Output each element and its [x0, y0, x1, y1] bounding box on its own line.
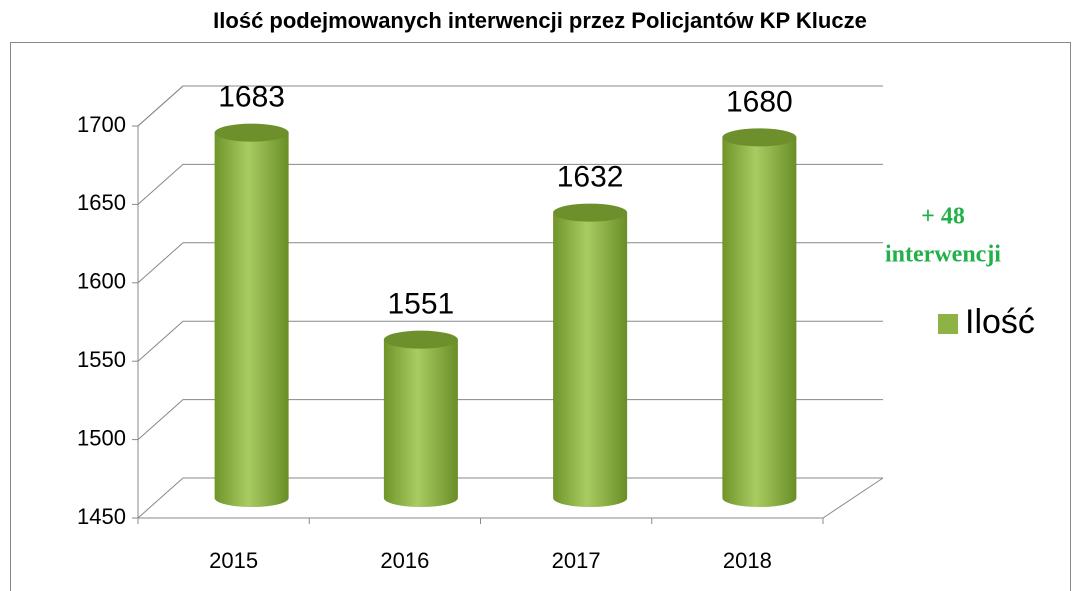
x-tick-label: 2015: [209, 548, 258, 573]
bar: [553, 212, 628, 507]
x-tick-label: 2018: [723, 548, 772, 573]
legend-label: Ilość: [965, 303, 1035, 341]
legend-swatch: [938, 314, 958, 334]
grid-line: [137, 242, 883, 284]
x-tick-label: 2017: [552, 548, 601, 573]
x-tick-label: 2016: [380, 548, 429, 573]
y-tick-label: 1600: [77, 269, 126, 294]
grid-line: [137, 85, 883, 127]
floor-right: [822, 477, 884, 519]
y-tick-label: 1650: [77, 190, 126, 215]
grid-line: [137, 477, 883, 519]
data-label: 1683: [218, 81, 285, 114]
annotation: + 48: [921, 204, 965, 230]
y-tick-label: 1700: [77, 112, 126, 137]
grid-line: [137, 320, 883, 362]
bar-top: [553, 203, 628, 222]
data-label: 1632: [557, 161, 624, 194]
bar: [214, 132, 289, 507]
chart-frame: [10, 42, 1071, 591]
bar: [722, 137, 797, 508]
chart-title: Ilość podejmowanych interwencji przez Po…: [213, 8, 867, 33]
grid-line: [137, 163, 883, 205]
bar-top: [722, 128, 797, 147]
grid-line: [137, 399, 883, 440]
bar: [383, 339, 458, 507]
annotation: interwencji: [885, 242, 1001, 268]
data-label: 1680: [726, 85, 793, 118]
bar-top: [214, 123, 289, 142]
y-tick-label: 1450: [77, 504, 126, 529]
y-tick-label: 1550: [77, 347, 126, 372]
bar-top: [383, 330, 458, 349]
y-tick-label: 1500: [77, 425, 126, 450]
data-label: 1551: [388, 288, 455, 321]
